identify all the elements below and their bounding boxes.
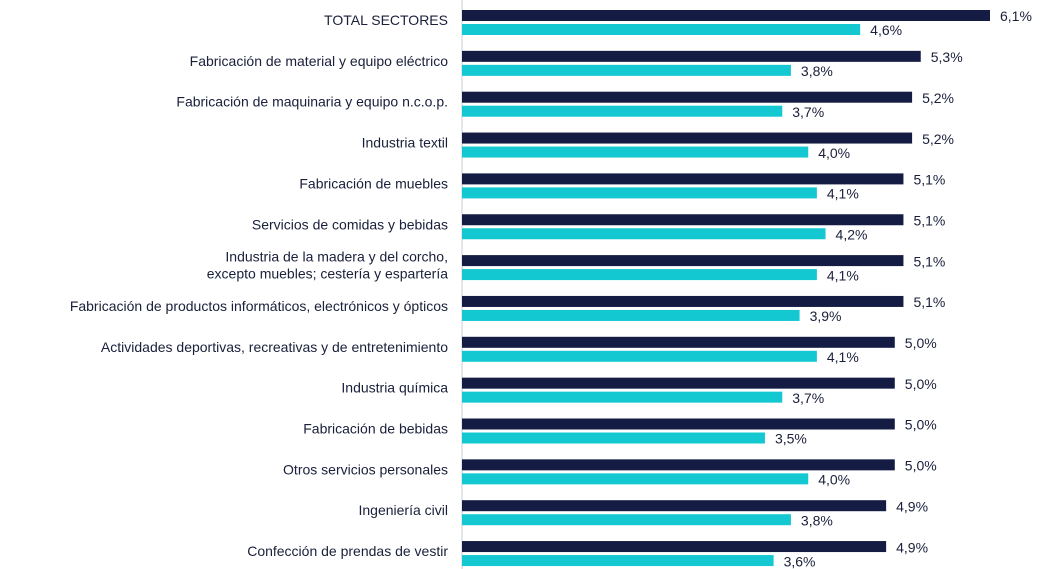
bar — [462, 555, 774, 567]
bar — [462, 105, 783, 117]
category-label: Fabricación de maquinaria y equipo n.c.o… — [176, 93, 448, 109]
bar — [462, 309, 800, 321]
value-label: 4,2% — [836, 226, 868, 242]
bar — [462, 473, 809, 485]
bar — [462, 350, 817, 362]
category-label: Otros servicios personales — [283, 461, 448, 477]
bar — [462, 500, 887, 512]
value-label: 5,1% — [913, 294, 945, 310]
category-label: TOTAL SECTORES — [324, 12, 448, 28]
value-label: 5,1% — [913, 253, 945, 269]
bar — [462, 187, 817, 199]
value-label: 3,8% — [801, 512, 833, 528]
value-label: 3,7% — [792, 104, 824, 120]
value-label: 3,8% — [801, 63, 833, 79]
category-label: Fabricación de muebles — [299, 175, 448, 191]
bar — [462, 432, 765, 444]
value-label: 4,9% — [896, 539, 928, 555]
value-label: 6,1% — [1000, 8, 1032, 24]
bar — [462, 132, 913, 144]
bar — [462, 269, 817, 281]
value-label: 5,0% — [905, 458, 937, 474]
value-label: 5,0% — [905, 376, 937, 392]
category-label: Actividades deportivas, recreativas y de… — [101, 339, 448, 355]
bar — [462, 228, 826, 240]
value-label: 4,1% — [827, 349, 859, 365]
bar — [462, 64, 791, 76]
value-label: 3,7% — [792, 390, 824, 406]
value-label: 4,0% — [818, 145, 850, 161]
bar — [462, 541, 887, 553]
value-label: 3,9% — [810, 308, 842, 324]
value-label: 5,2% — [922, 131, 954, 147]
value-label: 4,6% — [870, 22, 902, 38]
value-label: 4,9% — [896, 498, 928, 514]
bar — [462, 255, 904, 267]
value-label: 5,1% — [913, 172, 945, 188]
value-label: 5,0% — [905, 335, 937, 351]
value-label: 5,0% — [905, 417, 937, 433]
category-label: Ingeniería civil — [359, 502, 449, 518]
bar — [462, 50, 921, 62]
category-label: Industria textil — [362, 134, 448, 150]
bar — [462, 10, 990, 21]
value-label: 3,5% — [775, 431, 807, 447]
bar — [462, 24, 861, 35]
bar — [462, 336, 895, 348]
value-label: 4,1% — [827, 186, 859, 202]
bar — [462, 377, 895, 389]
bar — [462, 514, 791, 526]
value-label: 5,2% — [922, 90, 954, 106]
bar — [462, 91, 913, 103]
bar — [462, 295, 904, 307]
value-label: 5,3% — [931, 49, 963, 65]
category-label: Servicios de comidas y bebidas — [252, 216, 448, 232]
category-label: Fabricación de material y equipo eléctri… — [190, 53, 449, 69]
bar — [462, 173, 904, 185]
bar — [462, 459, 895, 471]
category-label: Industria de la madera y del corcho, exce… — [207, 248, 448, 281]
bar — [462, 146, 809, 158]
category-label: Fabricación de bebidas — [303, 420, 448, 436]
value-label: 5,1% — [913, 212, 945, 228]
bar — [462, 391, 783, 403]
category-label: Fabricación de productos informáticos, e… — [70, 298, 448, 314]
category-label: Industria química — [341, 379, 448, 395]
bar — [462, 214, 904, 226]
value-label: 4,1% — [827, 267, 859, 283]
value-label: 3,6% — [784, 553, 816, 569]
category-label: Confección de prendas de vestir — [247, 543, 448, 559]
bar — [462, 418, 895, 430]
value-label: 4,0% — [818, 472, 850, 488]
